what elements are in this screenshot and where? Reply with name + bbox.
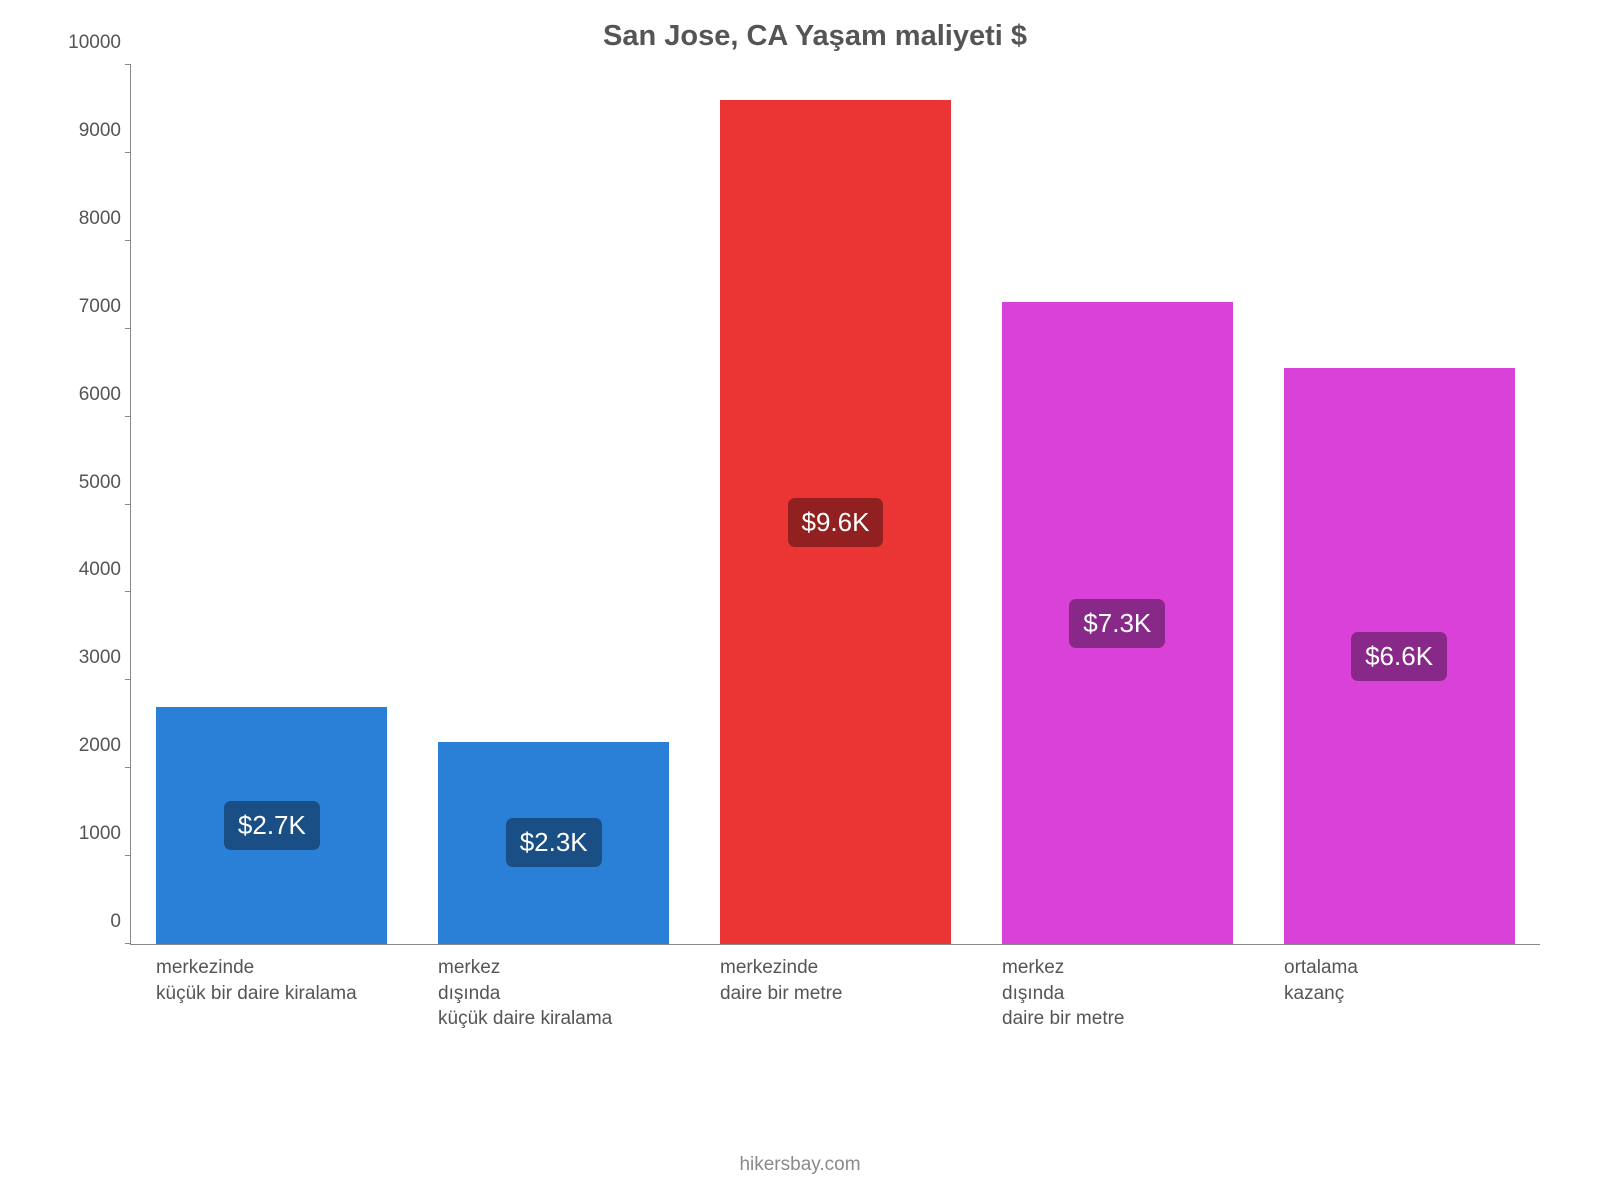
y-axis-tick-mark xyxy=(125,855,131,856)
x-axis-category-label: merkezinde daire bir metre xyxy=(702,955,968,1006)
y-axis-tick-mark xyxy=(125,152,131,153)
bar: $6.6K xyxy=(1284,368,1515,944)
bar-slot: $2.7K xyxy=(131,65,413,944)
x-axis-category-label: merkezinde küçük bir daire kiralama xyxy=(138,955,404,1006)
y-axis-tick-label: 0 xyxy=(51,911,121,933)
y-axis-tick-mark xyxy=(125,416,131,417)
x-label-slot: ortalama kazanç xyxy=(1258,955,1540,1032)
y-axis-tick-label: 9000 xyxy=(51,120,121,142)
y-axis-tick-label: 4000 xyxy=(51,559,121,581)
x-axis-category-label: ortalama kazanç xyxy=(1266,955,1532,1006)
x-axis-category-label: merkez dışında daire bir metre xyxy=(984,955,1250,1032)
y-axis-tick-label: 1000 xyxy=(51,823,121,845)
bar-slot: $6.6K xyxy=(1258,65,1540,944)
x-label-slot: merkezinde daire bir metre xyxy=(694,955,976,1032)
bar-slot: $7.3K xyxy=(976,65,1258,944)
y-axis-tick-label: 5000 xyxy=(51,472,121,494)
bar: $2.3K xyxy=(438,742,669,944)
bar: $9.6K xyxy=(720,100,951,944)
y-axis-tick-label: 7000 xyxy=(51,296,121,318)
y-axis-tick-mark xyxy=(125,504,131,505)
y-axis-tick-label: 10000 xyxy=(51,32,121,54)
bar-value-label: $6.6K xyxy=(1351,632,1447,681)
y-axis-tick-mark xyxy=(125,328,131,329)
bar-slot: $9.6K xyxy=(695,65,977,944)
attribution-text: hikersbay.com xyxy=(0,1154,1600,1176)
y-axis-tick-label: 8000 xyxy=(51,208,121,230)
bar-value-label: $7.3K xyxy=(1069,599,1165,648)
y-axis-tick-mark xyxy=(125,591,131,592)
chart-wrapper: San Jose, CA Yaşam maliyeti $ $2.7K $2.3K… xyxy=(50,20,1580,1120)
y-axis-tick-mark xyxy=(125,767,131,768)
bar-value-label: $2.7K xyxy=(224,801,320,850)
x-axis-labels: merkezinde küçük bir daire kiralama merke… xyxy=(130,955,1540,1032)
y-axis-tick-label: 3000 xyxy=(51,647,121,669)
chart-title: San Jose, CA Yaşam maliyeti $ xyxy=(50,20,1580,53)
x-label-slot: merkez dışında daire bir metre xyxy=(976,955,1258,1032)
y-axis-tick-label: 2000 xyxy=(51,735,121,757)
y-axis-tick-label: 6000 xyxy=(51,384,121,406)
plot-area: $2.7K$2.3K$9.6K$7.3K$6.6K 01000200030004… xyxy=(130,65,1540,945)
bar: $2.7K xyxy=(156,707,387,944)
bars-container: $2.7K $2.3K $9.6K $7.3K $6.6K xyxy=(131,65,1540,944)
bar-slot: $2.3K xyxy=(413,65,695,944)
y-axis-tick-mark xyxy=(125,64,131,65)
x-label-slot: merkez dışında küçük daire kiralama xyxy=(412,955,694,1032)
y-axis-tick-mark xyxy=(125,679,131,680)
y-axis-tick-mark xyxy=(125,943,131,944)
x-label-slot: merkezinde küçük bir daire kiralama xyxy=(130,955,412,1032)
y-axis-tick-mark xyxy=(125,240,131,241)
bar-value-label: $2.3K xyxy=(506,818,602,867)
bar: $7.3K xyxy=(1002,302,1233,944)
x-axis-category-label: merkez dışında küçük daire kiralama xyxy=(420,955,686,1032)
bar-value-label: $9.6K xyxy=(788,498,884,547)
